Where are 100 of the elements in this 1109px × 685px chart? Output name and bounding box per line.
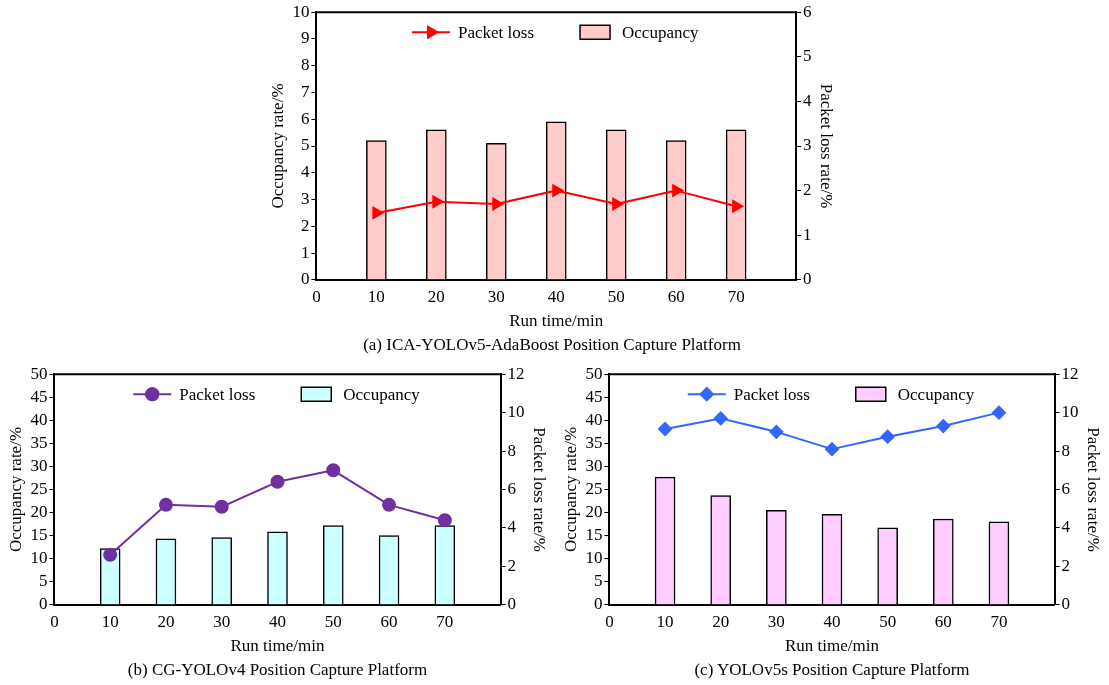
y2-tick-label: 0	[803, 269, 812, 289]
x-tick-label: 70	[727, 287, 745, 307]
x-tick-label: 70	[990, 612, 1008, 632]
x-tick-label: 20	[712, 612, 730, 632]
x-tick-label: 30	[487, 287, 505, 307]
y2-tick-label: 6	[1061, 478, 1071, 498]
y-tick-label: 15	[30, 525, 48, 545]
y2-axis-title: Packet loss rate/%	[817, 83, 837, 209]
legend-label: Occupancy	[343, 384, 421, 404]
point	[769, 424, 784, 439]
point	[936, 419, 951, 434]
y-tick-label: 0	[300, 269, 310, 289]
point	[825, 442, 839, 457]
point	[214, 499, 229, 514]
y2-tick-label: 0	[1061, 594, 1071, 614]
point	[437, 513, 452, 528]
y2-tick-label: 8	[1061, 440, 1071, 460]
y-tick-label: 6	[300, 108, 310, 128]
x-tick-label: 50	[879, 612, 897, 632]
y2-axis-title: Packet loss rate/%	[530, 427, 550, 552]
y-tick-label: 45	[585, 386, 603, 406]
y-tick-label: 25	[30, 478, 48, 498]
y-tick-label: 5	[38, 571, 48, 591]
y-tick-label: 15	[585, 525, 603, 545]
y-tick-label: 45	[30, 386, 48, 406]
y2-tick-label: 12	[1061, 363, 1079, 383]
x-tick-label: 40	[547, 287, 565, 307]
x-tick-label: 20	[427, 287, 445, 307]
point	[880, 429, 895, 444]
y-tick-label: 3	[300, 188, 310, 208]
y-tick-label: 9	[300, 28, 310, 48]
y2-tick-label: 2	[803, 180, 812, 200]
y-tick-label: 20	[30, 502, 48, 522]
x-tick-label: 30	[213, 612, 231, 632]
y2-tick-label: 4	[803, 90, 813, 110]
y-axis-title: Occupancy rate/%	[5, 426, 25, 553]
y-tick-label: 7	[300, 81, 310, 101]
y2-tick-label: 6	[507, 478, 517, 498]
text: (a) ICA-YOLOv5-AdaBoost Position Capture Platform	[363, 335, 741, 355]
y-tick-label: 1	[300, 242, 310, 262]
y-tick-label: 8	[300, 55, 310, 75]
y-tick-label: 4	[300, 162, 310, 182]
y2-tick-label: 12	[507, 363, 525, 383]
y-tick-label: 5	[300, 135, 310, 155]
y2-tick-label: 3	[803, 135, 812, 155]
y-tick-label: 40	[585, 409, 603, 429]
legend-label: Packet loss	[179, 384, 256, 404]
x-tick-label: 60	[934, 612, 952, 632]
point	[991, 405, 1006, 420]
x-axis-title: Run time/min	[785, 635, 880, 655]
y-tick-label: 0	[593, 594, 603, 614]
x-tick-label: 30	[767, 612, 785, 632]
point	[270, 474, 285, 489]
x-tick-label: 10	[367, 287, 385, 307]
point	[713, 411, 728, 426]
y-tick-label: 30	[585, 455, 603, 475]
legend-label: Packet loss	[733, 384, 810, 404]
x-tick-label: 50	[607, 287, 625, 307]
y-tick-label: 20	[585, 502, 603, 522]
point	[103, 547, 118, 562]
x-tick-label: 60	[667, 287, 685, 307]
y2-tick-label: 10	[1061, 402, 1079, 422]
y-tick-label: 0	[38, 594, 48, 614]
text: (c) YOLOv5s Position Capture Platform	[694, 660, 970, 680]
y-tick-label: 30	[30, 455, 48, 475]
x-axis-title: Run time/min	[509, 310, 604, 330]
y-tick-label: 50	[30, 363, 48, 383]
y-tick-label: 40	[30, 409, 48, 429]
point	[326, 463, 341, 478]
point	[732, 200, 744, 213]
y2-tick-label: 4	[1061, 517, 1071, 537]
x-tick-label: 10	[656, 612, 674, 632]
x-tick-label: 50	[324, 612, 342, 632]
point	[382, 497, 397, 512]
y-tick-label: 5	[593, 571, 603, 591]
x-tick-label: 10	[101, 612, 119, 632]
x-tick-label: 60	[380, 612, 398, 632]
point	[658, 421, 673, 436]
y-tick-label: 10	[30, 548, 48, 568]
y-tick-label: 10	[585, 548, 603, 568]
text: (b) CG-YOLOv4 Position Capture Platform	[127, 660, 428, 680]
point	[372, 206, 384, 220]
y-axis-title: Occupancy rate/%	[560, 426, 580, 553]
point	[672, 184, 684, 197]
x-axis-title: Run time/min	[230, 635, 325, 655]
y2-tick-label: 4	[507, 517, 517, 537]
point	[612, 197, 624, 211]
y-tick-label: 2	[300, 215, 310, 235]
point	[432, 195, 444, 208]
y2-tick-label: 2	[1061, 555, 1071, 575]
legend-label: Occupancy	[622, 22, 699, 42]
y-tick-label: 35	[30, 432, 48, 452]
y2-tick-label: 5	[803, 46, 812, 66]
y2-tick-label: 6	[803, 1, 812, 21]
legend-label: Packet loss	[458, 22, 535, 42]
x-tick-label: 70	[436, 612, 454, 632]
x-tick-label: 20	[157, 612, 175, 632]
x-tick-label: 40	[823, 612, 841, 632]
point	[158, 497, 173, 512]
y-tick-label: 25	[585, 478, 603, 498]
